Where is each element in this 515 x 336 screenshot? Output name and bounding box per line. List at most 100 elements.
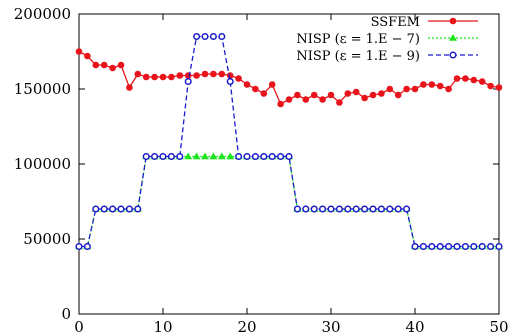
data-point	[201, 70, 209, 78]
data-point	[167, 152, 175, 161]
legend-label-nisp-1e9: NISP (ε = 1.E − 9)	[296, 49, 420, 64]
data-point	[436, 242, 444, 251]
series-line-ssfem	[78, 50, 500, 105]
data-point	[226, 72, 234, 79]
data-point	[117, 61, 125, 69]
data-point	[453, 242, 461, 251]
data-point	[168, 73, 175, 81]
data-point	[369, 91, 377, 99]
data-point	[369, 205, 377, 213]
data-point	[126, 84, 133, 91]
data-point	[361, 205, 369, 213]
data-point	[327, 205, 335, 213]
y-tick-labels: 0 50000 100000 150000 200000	[14, 5, 71, 323]
data-point	[344, 205, 352, 213]
data-point	[109, 205, 117, 213]
legend-marker-nisp-1e9	[449, 51, 457, 59]
data-point	[142, 152, 150, 161]
data-point	[117, 205, 125, 213]
x-tick-labels: 0 10 20 30 40 50	[74, 318, 508, 336]
legend-samples	[428, 17, 478, 59]
data-point	[184, 77, 192, 86]
data-point	[411, 85, 419, 93]
legend-marker-ssfem	[449, 17, 457, 25]
data-point	[142, 73, 150, 81]
data-point	[235, 152, 243, 161]
data-point	[470, 76, 478, 84]
data-point	[403, 205, 411, 213]
data-point	[226, 77, 234, 86]
data-point	[344, 90, 352, 97]
data-point	[386, 205, 394, 213]
data-point	[445, 85, 452, 93]
data-series	[75, 32, 503, 251]
data-point	[218, 32, 226, 41]
data-point	[495, 84, 503, 91]
data-point	[336, 99, 343, 106]
data-point	[319, 205, 327, 213]
data-point	[134, 205, 142, 213]
data-point	[201, 32, 209, 41]
data-point	[302, 205, 310, 213]
y-tick-label: 0	[61, 305, 71, 323]
legend-label-ssfem: SSFEM	[371, 15, 420, 30]
data-point	[92, 205, 100, 213]
data-point	[302, 96, 310, 103]
data-point	[327, 91, 335, 99]
data-point	[125, 205, 133, 213]
data-point	[209, 32, 217, 41]
data-point	[285, 152, 293, 161]
y-tick-label: 150000	[14, 80, 71, 98]
x-tick-label: 20	[237, 318, 256, 336]
series-line-nisp-1e7	[79, 155, 499, 248]
data-point	[100, 205, 108, 213]
x-tick-label: 30	[321, 318, 340, 336]
plot-frame	[78, 13, 500, 315]
data-point	[243, 81, 251, 88]
data-point	[495, 242, 503, 251]
data-point	[428, 242, 436, 251]
data-point	[159, 152, 167, 161]
data-point	[394, 205, 402, 213]
data-point	[293, 205, 301, 213]
data-point	[83, 242, 91, 251]
data-point	[411, 242, 419, 251]
data-point	[75, 48, 83, 55]
data-point	[310, 91, 318, 99]
data-point	[260, 90, 268, 97]
data-point	[201, 152, 209, 160]
y-tick-label: 100000	[14, 155, 71, 173]
data-point	[277, 100, 284, 108]
data-point	[386, 85, 394, 93]
data-point	[193, 32, 201, 41]
data-point	[226, 152, 235, 160]
data-point	[461, 242, 469, 251]
data-point	[378, 90, 385, 97]
data-point	[151, 152, 159, 161]
x-tick-label: 0	[74, 318, 84, 336]
data-point	[252, 85, 259, 93]
data-point	[277, 152, 285, 161]
data-point	[268, 152, 276, 161]
x-tick-label: 10	[153, 318, 172, 336]
data-point	[487, 242, 495, 251]
data-point	[176, 72, 184, 79]
data-point	[92, 61, 100, 69]
series-nisp-1e9	[75, 32, 503, 251]
x-tick-label: 40	[405, 318, 424, 336]
data-point	[478, 242, 486, 251]
data-point	[193, 72, 200, 79]
data-point	[159, 73, 167, 81]
data-point	[470, 242, 478, 251]
y-tick-label: 50000	[23, 230, 71, 248]
data-point	[436, 82, 444, 90]
data-point	[419, 242, 427, 251]
data-point	[209, 152, 218, 160]
data-point	[335, 205, 343, 213]
data-point	[100, 61, 108, 69]
data-point	[403, 85, 410, 93]
data-point	[260, 152, 268, 161]
data-point	[243, 152, 251, 161]
data-point	[428, 81, 436, 88]
data-point	[192, 152, 201, 160]
